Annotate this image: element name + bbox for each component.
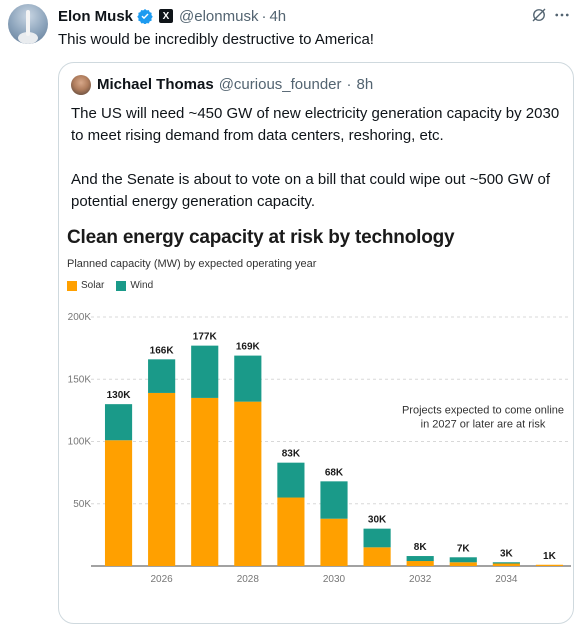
y-tick-label: 200K (68, 312, 92, 323)
author-avatar[interactable] (8, 4, 48, 44)
bar-total-label: 83K (282, 449, 301, 460)
x-tick-label: 2026 (151, 574, 174, 585)
x-tick-label: 2034 (495, 574, 518, 585)
bar-segment-solar (320, 518, 348, 566)
bar-segment-solar (148, 392, 176, 566)
bar-segment-wind (148, 359, 176, 393)
y-tick-label: 150K (68, 374, 92, 385)
bar-segment-wind (406, 556, 434, 562)
bar-segment-solar (191, 397, 219, 566)
bar-total-label: 130K (107, 390, 132, 401)
legend-label-wind: Wind (130, 280, 154, 291)
verified-badge-icon (137, 9, 153, 24)
quoted-author-handle[interactable]: @curious_founder (218, 76, 342, 93)
chart-subtitle: Planned capacity (MW) by expected operat… (67, 258, 317, 270)
legend-item-wind: Wind (116, 280, 153, 291)
x-tick-label: 2032 (409, 574, 432, 585)
post-header: Elon Musk X @elonmusk · 4h (58, 6, 286, 26)
legend-swatch-wind (116, 280, 127, 291)
more-options-icon[interactable] (553, 6, 571, 24)
post-time[interactable]: 4h (269, 7, 287, 25)
x-tick-label: 2030 (323, 574, 346, 585)
quoted-post-time[interactable]: 8h (356, 76, 374, 93)
author-name[interactable]: Elon Musk (58, 7, 134, 25)
avatar-smoke (18, 32, 38, 44)
bar-segment-wind (191, 345, 219, 398)
bar-segment-wind (277, 462, 305, 498)
bar-segment-wind (234, 355, 262, 402)
quoted-post-text: The US will need ~450 GW of new electric… (71, 103, 561, 235)
chart-annotation: Projects expected to come online (402, 404, 564, 416)
quoted-paragraph-2: And the Senate is about to vote on a bil… (71, 171, 551, 210)
chart-legend: Solar Wind (67, 280, 165, 291)
bar-segment-solar (492, 563, 520, 566)
chart-title: Clean energy capacity at risk by technol… (67, 227, 455, 248)
quoted-author-avatar[interactable] (71, 75, 91, 95)
bar-segment-solar (363, 547, 391, 566)
x-tick-label: 2028 (237, 574, 260, 585)
legend-item-solar: Solar (67, 280, 104, 291)
quoted-post-header: Michael Thomas @curious_founder · 8h (97, 76, 373, 93)
grok-icon[interactable] (530, 6, 548, 24)
affiliate-x-badge-icon: X (159, 9, 174, 23)
bar-segment-solar (535, 564, 564, 566)
bar-segment-wind (449, 557, 477, 563)
bar-segment-wind (320, 481, 348, 519)
avatar-rocket (26, 10, 30, 36)
bar-segment-solar (277, 497, 305, 566)
bar-segment-solar (234, 401, 262, 566)
bar-segment-solar (449, 562, 477, 566)
bar-segment-wind (363, 528, 391, 548)
separator-dot: · (346, 76, 352, 93)
bar-total-label: 68K (325, 467, 344, 478)
separator-dot: · (261, 7, 267, 25)
quoted-paragraph-1: The US will need ~450 GW of new electric… (71, 105, 560, 144)
bar-total-label: 30K (368, 515, 387, 526)
bar-total-label: 1K (543, 551, 557, 562)
y-tick-label: 100K (68, 437, 92, 448)
y-tick-label: 50K (73, 499, 91, 510)
legend-swatch-solar (67, 280, 77, 291)
chart-annotation: in 2027 or later are at risk (421, 418, 546, 430)
stacked-bar-chart: 50K 100K 150K 200K 130K 166K 2026 177K 169K 2028 8… (68, 312, 571, 585)
legend-label-solar: Solar (81, 280, 105, 291)
bar-segment-solar (406, 561, 434, 566)
bar-segment-wind (492, 562, 520, 564)
author-handle[interactable]: @elonmusk (179, 7, 259, 25)
bar-total-label: 8K (414, 542, 428, 553)
bar-segment-solar (104, 440, 133, 566)
quoted-author-name[interactable]: Michael Thomas (97, 76, 214, 93)
bar-total-label: 7K (457, 543, 471, 554)
bar-total-label: 177K (193, 332, 218, 343)
post-text: This would be incredibly destructive to … (58, 31, 374, 48)
bar-segment-wind (104, 404, 133, 441)
quoted-post-card[interactable]: Michael Thomas @curious_founder · 8h The… (58, 62, 574, 624)
bar-total-label: 3K (500, 548, 514, 559)
bar-total-label: 166K (150, 345, 175, 356)
bar-total-label: 169K (236, 342, 261, 353)
